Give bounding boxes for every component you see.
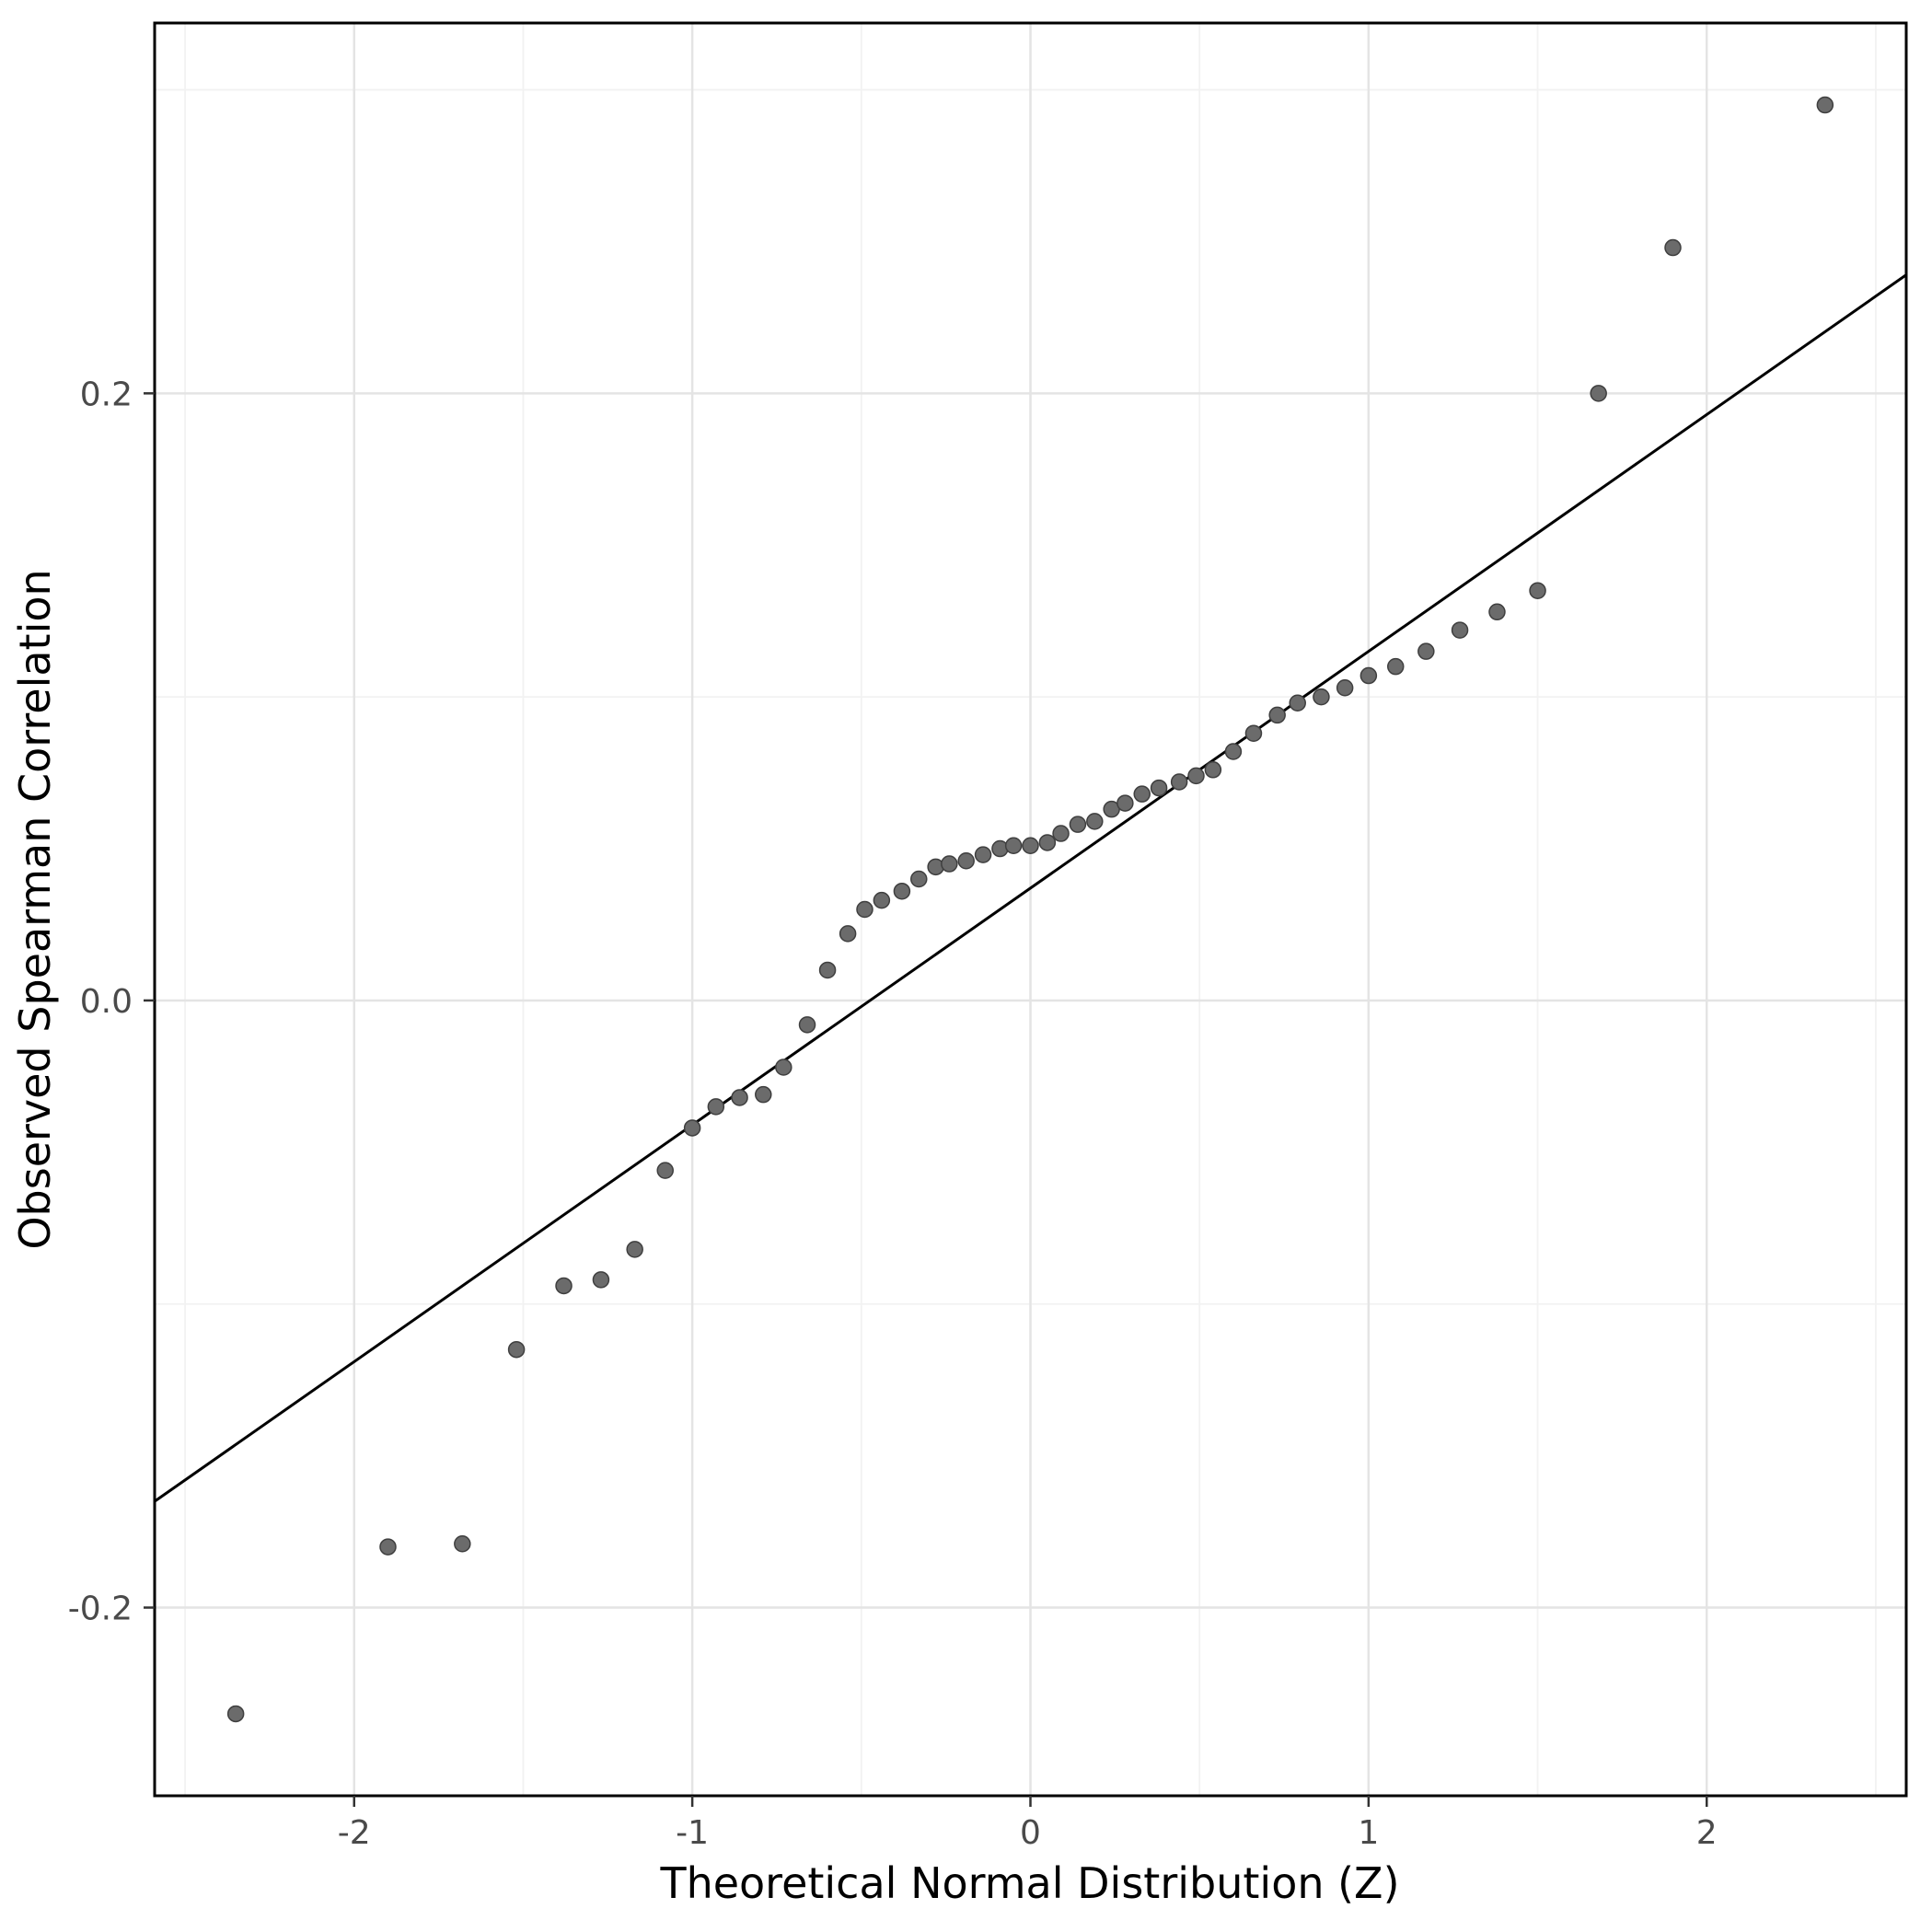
data-point: [1224, 743, 1243, 760]
x-tick-label: 0: [1020, 1814, 1041, 1852]
x-tick-label: 2: [1696, 1814, 1718, 1852]
x-axis-label: Theoretical Normal Distribution (Z): [659, 1858, 1399, 1908]
data-point: [1187, 767, 1205, 785]
data-point: [1590, 385, 1607, 402]
data-point: [957, 851, 975, 870]
y-axis-label: Observed Spearman Correlation: [10, 569, 60, 1249]
data-point: [1170, 773, 1188, 791]
data-point: [910, 870, 928, 888]
data-point: [941, 855, 958, 873]
y-tick-label: 0.0: [80, 983, 133, 1021]
y-tick-label: 0.2: [80, 376, 133, 413]
data-point: [974, 846, 992, 863]
data-point: [1038, 834, 1057, 851]
data-point: [1313, 688, 1330, 706]
data-point: [555, 1277, 573, 1295]
data-point: [626, 1241, 643, 1258]
data-point: [1004, 837, 1023, 854]
data-point: [1133, 785, 1151, 803]
x-tick-label: 1: [1358, 1814, 1379, 1852]
y-tick-label: -0.2: [68, 1591, 133, 1628]
data-point: [1336, 679, 1354, 697]
data-point: [873, 891, 891, 909]
data-point: [226, 1705, 245, 1723]
data-point: [856, 900, 873, 919]
data-point: [592, 1271, 610, 1289]
data-point: [798, 1016, 816, 1034]
data-point: [1244, 724, 1263, 742]
data-point: [707, 1098, 725, 1116]
data-point: [1150, 779, 1168, 797]
data-point: [1529, 582, 1546, 599]
data-point: [1451, 621, 1469, 639]
data-point: [1816, 96, 1834, 114]
data-point: [379, 1538, 397, 1556]
data-point: [775, 1059, 792, 1076]
data-point: [893, 882, 911, 900]
data-point: [755, 1085, 772, 1104]
data-point: [683, 1119, 701, 1137]
data-point: [731, 1089, 748, 1106]
data-point: [1204, 761, 1222, 779]
data-point: [1289, 694, 1306, 711]
data-point: [1268, 706, 1286, 724]
data-point: [818, 961, 837, 979]
data-point: [1417, 642, 1435, 660]
data-point: [1387, 657, 1405, 676]
data-point: [1664, 238, 1682, 257]
data-point: [1022, 837, 1039, 854]
x-tick-label: -2: [338, 1814, 371, 1852]
qq-reference-line: [154, 273, 1907, 1503]
data-point: [1488, 603, 1506, 621]
data-point: [1069, 816, 1087, 833]
data-point: [454, 1535, 471, 1553]
data-point: [1052, 825, 1070, 842]
data-point: [1359, 666, 1378, 685]
data-point: [1086, 813, 1104, 830]
plot-panel: -2 -1 0 1 2 -0.2 0.0 0.2: [68, 21, 1908, 1852]
data-point: [1116, 794, 1134, 812]
data-point: [507, 1340, 526, 1359]
x-tick-label: -1: [676, 1814, 709, 1852]
data-point: [656, 1162, 674, 1179]
data-point: [839, 925, 857, 943]
